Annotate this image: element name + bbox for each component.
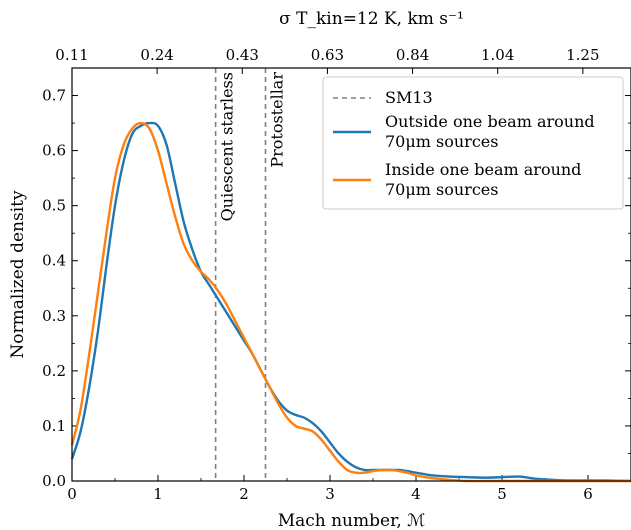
x-tick-label: 6 [583, 485, 593, 503]
x-tick-label: 1 [153, 485, 163, 503]
y-tick-label: 0.3 [42, 307, 66, 325]
top-tick-label: 1.25 [566, 46, 599, 64]
legend-label: Inside one beam around [385, 160, 581, 179]
x-tick-label: 4 [411, 485, 421, 503]
tick-labels: 0 1 2 3 4 5 6 0.0 0.1 0.2 0.3 0.4 0.5 0.6 0.7 0.11 0.24 0… [42, 46, 599, 503]
legend-label: 70μm sources [385, 132, 498, 151]
x-tick-label: 5 [497, 485, 507, 503]
vline-label: Protostellar [268, 72, 287, 168]
x-tick-label: 2 [239, 485, 249, 503]
sm13-lines: Quiescent starless Protostellar [214, 68, 287, 481]
y-tick-label: 0.0 [42, 472, 66, 490]
y-axis-label: Normalized density [8, 190, 28, 359]
plot-frame [71, 67, 631, 482]
legend-label: SM13 [385, 88, 433, 107]
x-tick-label: 3 [325, 485, 335, 503]
top-tick-label: 0.24 [140, 46, 173, 64]
y-tick-label: 0.6 [42, 142, 66, 160]
top-tick-label: 0.11 [55, 46, 88, 64]
top-tick-label: 0.63 [311, 46, 344, 64]
vline-label: Quiescent starless [218, 72, 237, 221]
top-tick-label: 1.04 [481, 46, 514, 64]
y-tick-label: 0.5 [42, 197, 66, 215]
top-axis-label: σ T_kin=12 K, km s⁻¹ [279, 9, 464, 29]
y-tick-label: 0.4 [42, 252, 66, 270]
y-tick-label: 0.7 [42, 87, 66, 105]
y-tick-label: 0.1 [42, 417, 66, 435]
y-tick-label: 0.2 [42, 362, 66, 380]
x-axis-label: Mach number, ℳ [278, 511, 426, 530]
top-tick-label: 0.43 [226, 46, 259, 64]
legend-label: Outside one beam around [385, 112, 595, 131]
top-tick-label: 0.84 [396, 46, 429, 64]
x-tick-label: 0 [67, 485, 77, 503]
legend-label: 70μm sources [385, 180, 498, 199]
legend-box [322, 76, 624, 210]
